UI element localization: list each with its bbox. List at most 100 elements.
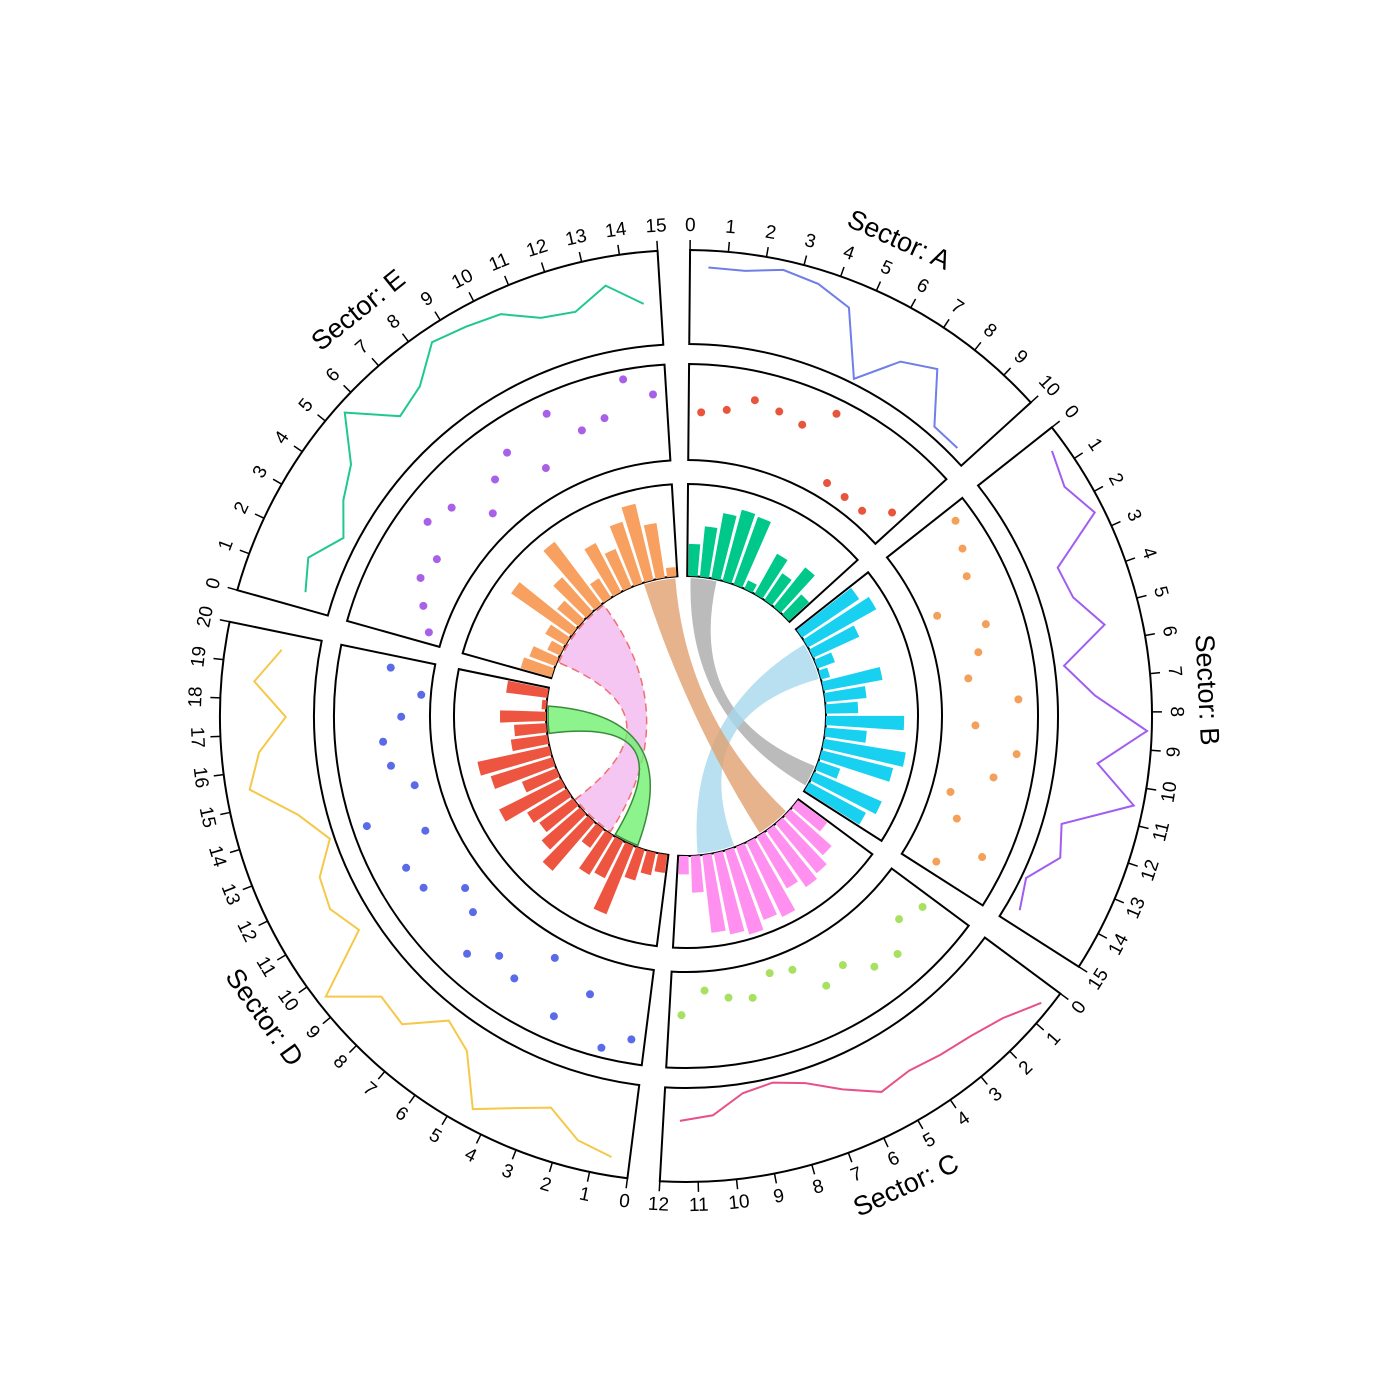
point [971, 721, 980, 730]
tick-label: 11 [689, 1195, 709, 1217]
tick-mark [475, 1134, 482, 1144]
point [858, 506, 867, 515]
tick-mark [293, 445, 303, 453]
point [722, 405, 731, 414]
tick-label: 11 [1149, 820, 1174, 844]
track-cell [688, 249, 1033, 468]
bar [593, 842, 634, 915]
tick-mark [883, 1137, 889, 1148]
bar [764, 573, 792, 606]
tick-label: 7 [359, 1078, 381, 1101]
track-cell [794, 570, 919, 843]
bar [499, 778, 566, 822]
tick-label: 6 [391, 1103, 412, 1126]
sector-label: Sector: D [220, 963, 310, 1072]
tick-label: 2 [764, 222, 778, 245]
line-series [304, 284, 645, 593]
tick-label: 13 [1122, 894, 1150, 922]
bar [699, 526, 718, 578]
tick-mark [227, 586, 238, 591]
tick-mark [1003, 367, 1012, 376]
bar [521, 768, 560, 793]
tick-label: 7 [352, 336, 374, 359]
tick-label: 10 [448, 265, 476, 293]
tick-mark [213, 773, 224, 777]
point [468, 908, 477, 917]
point [838, 961, 847, 970]
tick-mark [765, 247, 769, 258]
tick-mark [468, 291, 475, 302]
bar [520, 657, 555, 678]
bar [688, 543, 701, 577]
tick-label: 12 [647, 1194, 669, 1216]
bar [594, 836, 624, 879]
tick-mark [504, 275, 510, 286]
tick-label: 9 [1163, 746, 1185, 758]
tick-label: 6 [1158, 624, 1181, 638]
tick-label: 4 [461, 1144, 480, 1168]
tick-label: 8 [329, 1051, 351, 1073]
track-cell [453, 667, 670, 948]
bar [746, 838, 796, 917]
tick-label: 3 [499, 1160, 517, 1183]
tick-label: 9 [301, 1022, 324, 1044]
bar [744, 580, 757, 593]
tick-label: 1 [1042, 1028, 1065, 1050]
point [423, 517, 432, 526]
point [870, 962, 879, 971]
bar [722, 509, 756, 584]
point [951, 516, 960, 525]
tick-label: 14 [204, 843, 230, 870]
tick-label: 12 [232, 917, 260, 945]
point [495, 951, 504, 960]
point [895, 915, 904, 924]
point [510, 974, 519, 983]
bar [711, 513, 737, 581]
tick-mark [1111, 520, 1121, 527]
tick-label: 8 [1166, 706, 1187, 717]
bar [773, 567, 815, 613]
tick-label: 20 [193, 604, 218, 629]
point [541, 464, 550, 473]
tick-label: 13 [563, 225, 588, 250]
tick-label: 0 [202, 576, 225, 592]
tick-label: 10 [1158, 780, 1182, 804]
tick-mark [511, 1149, 517, 1160]
link-ribbon [557, 604, 648, 833]
tick-label: 3 [802, 230, 818, 253]
point [379, 737, 388, 746]
tick-mark [213, 657, 224, 661]
tick-mark [371, 357, 380, 367]
tick-mark [377, 1071, 386, 1080]
line-series [1018, 450, 1149, 911]
bar [609, 521, 643, 587]
link-ribbon [644, 578, 786, 833]
point [788, 965, 797, 974]
bar [796, 587, 860, 638]
tick-mark [1059, 992, 1069, 1001]
point [386, 663, 395, 672]
tick-label: 12 [524, 235, 551, 261]
bar [604, 548, 632, 591]
bar [690, 855, 704, 893]
tick-mark [1093, 485, 1104, 492]
point [410, 781, 419, 790]
tick-label: 6 [884, 1147, 902, 1171]
bar [678, 855, 689, 875]
tick-label: 17 [186, 726, 208, 748]
point [952, 814, 961, 823]
tick-mark [942, 318, 950, 329]
tick-mark [1009, 1050, 1018, 1059]
point [989, 773, 998, 782]
bar [543, 541, 602, 611]
tick-mark [1138, 825, 1149, 830]
line-series [248, 649, 612, 1158]
tick-mark [298, 986, 308, 994]
point [397, 712, 406, 721]
track-cell [236, 249, 665, 617]
bar [825, 701, 859, 714]
tick-mark [974, 341, 982, 351]
tick-mark [586, 1171, 591, 1182]
tick-mark [220, 811, 231, 816]
bar [490, 757, 556, 789]
